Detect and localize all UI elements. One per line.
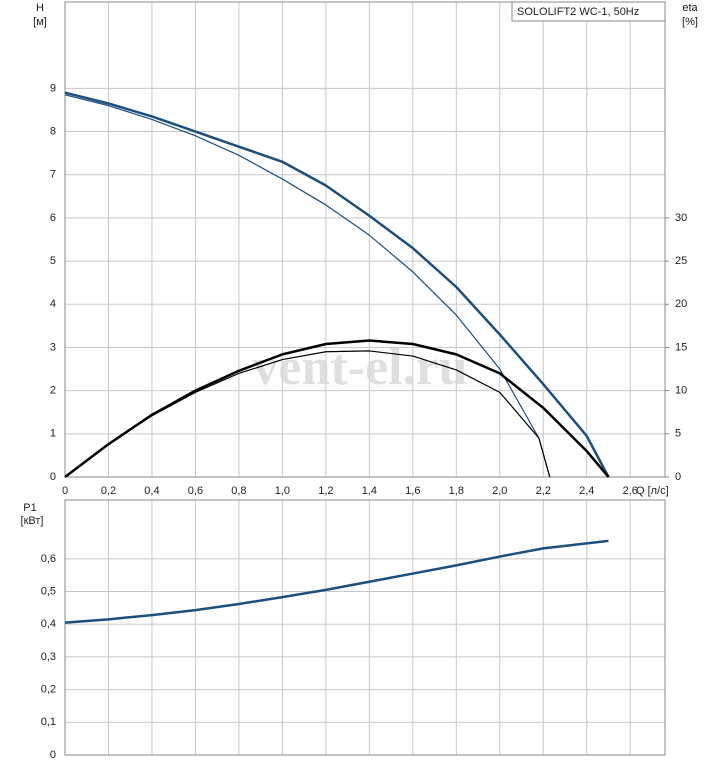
x-tick-label: 2,2 xyxy=(536,485,551,497)
y-tick-label: 1 xyxy=(50,428,56,440)
y-label: P1 xyxy=(23,502,36,514)
x-tick-label: 1,2 xyxy=(318,485,333,497)
y-unit: [кВт] xyxy=(21,515,44,527)
plot-area xyxy=(65,500,665,755)
y-tick-label: 4 xyxy=(50,298,56,310)
x-tick-label: 2,4 xyxy=(579,485,594,497)
x-tick-label: 2,0 xyxy=(492,485,507,497)
curve xyxy=(64,91,610,478)
x-tick-label: 1,4 xyxy=(362,485,377,497)
plot-frame xyxy=(64,499,666,756)
y2-label: eta xyxy=(682,2,698,14)
y2-tick-label: 30 xyxy=(675,212,687,224)
y-tick-label: 7 xyxy=(50,169,56,181)
curve xyxy=(64,94,551,478)
chart-title: SOLOLIFT2 WC-1, 50Hz xyxy=(517,6,639,18)
y-tick-label: 0 xyxy=(50,749,56,761)
y-label: H xyxy=(36,2,44,14)
y-tick-label: 0,6 xyxy=(41,553,56,565)
x-tick-label: 0,2 xyxy=(101,485,116,497)
x-tick-label: 0,6 xyxy=(188,485,203,497)
x-tick-label: 1,0 xyxy=(275,485,290,497)
curve xyxy=(64,350,551,478)
y2-unit: [%] xyxy=(682,16,698,28)
x-label: Q [л/с] xyxy=(636,485,669,497)
y-tick-label: 2 xyxy=(50,385,56,397)
y-unit: [м] xyxy=(33,16,47,28)
y2-tick-label: 25 xyxy=(675,255,687,267)
y-tick-label: 5 xyxy=(50,255,56,267)
y-tick-label: 6 xyxy=(50,212,56,224)
y-tick-label: 3 xyxy=(50,341,56,353)
curve xyxy=(64,339,610,478)
y-tick-label: 0,4 xyxy=(41,618,56,630)
watermark: vent-el.ru xyxy=(252,339,467,396)
x-tick-label: 0,4 xyxy=(144,485,159,497)
plot-area xyxy=(65,2,665,477)
title-box xyxy=(511,1,666,22)
y2-tick-label: 20 xyxy=(675,298,687,310)
y-tick-label: 0,3 xyxy=(41,651,56,663)
plot-frame xyxy=(64,1,666,478)
y2-tick-label: 5 xyxy=(675,428,681,440)
y-tick-label: 9 xyxy=(50,82,56,94)
y-tick-label: 0 xyxy=(50,471,56,483)
curve xyxy=(64,539,609,624)
x-tick-label: 1,6 xyxy=(405,485,420,497)
y-tick-label: 0,1 xyxy=(41,716,56,728)
x-tick-label: 0,8 xyxy=(231,485,246,497)
y2-tick-label: 0 xyxy=(675,471,681,483)
x-tick-label: 1,8 xyxy=(449,485,464,497)
y-tick-label: 8 xyxy=(50,125,56,137)
y-tick-label: 0,2 xyxy=(41,684,56,696)
x-tick-label: 2,6 xyxy=(623,485,638,497)
y2-tick-label: 15 xyxy=(675,341,687,353)
x-tick-label: 0 xyxy=(62,485,68,497)
y2-tick-label: 10 xyxy=(675,385,687,397)
y-tick-label: 0,5 xyxy=(41,585,56,597)
